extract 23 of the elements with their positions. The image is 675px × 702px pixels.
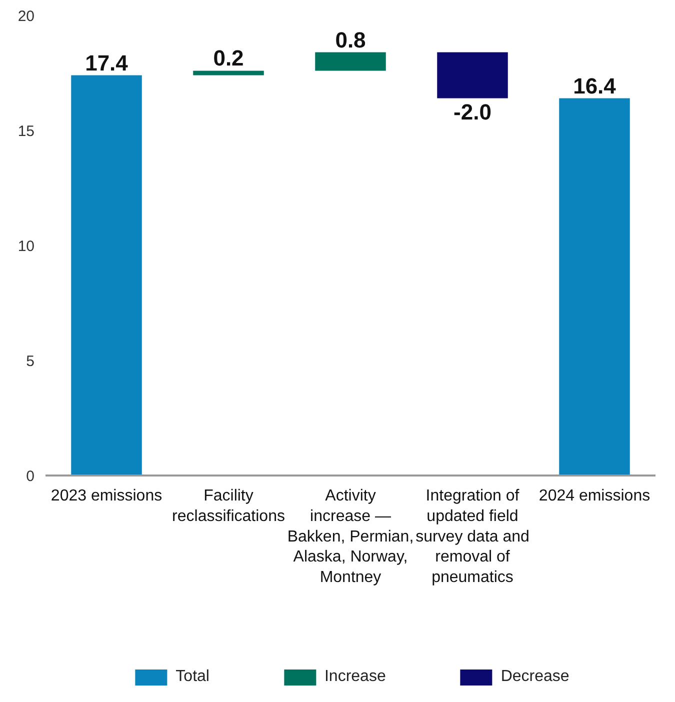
x-tick-label: Facility reclassifications	[172, 488, 285, 525]
bar	[315, 52, 386, 71]
bar	[559, 98, 630, 476]
bar	[71, 75, 142, 476]
data-label: 0.8	[335, 27, 366, 52]
y-tick-label: 10	[18, 238, 35, 255]
y-tick-label: 20	[18, 8, 35, 25]
bar	[193, 70, 264, 76]
bar	[437, 52, 508, 98]
data-label: -2.0	[454, 99, 492, 124]
y-tick-label: 5	[26, 353, 34, 370]
data-label: 16.4	[573, 73, 617, 98]
x-tick-label: Integration of updated field survey data and removal of pneumatics	[416, 488, 530, 586]
y-tick-label: 0	[26, 468, 34, 485]
data-label: 0.2	[213, 46, 244, 71]
legend-label: Increase	[324, 668, 386, 686]
data-label: 17.4	[85, 50, 129, 76]
x-tick-label: Activity increase — Bakken, Permian, Alaska, Norway, Montney	[287, 488, 414, 586]
legend-label: Total	[176, 668, 210, 686]
legend-label: Decrease	[500, 668, 570, 686]
x-tick-label: 2024 emissions	[538, 488, 650, 504]
y-tick-label: 15	[18, 123, 35, 140]
x-tick-label: 2023 emissions	[50, 488, 162, 504]
